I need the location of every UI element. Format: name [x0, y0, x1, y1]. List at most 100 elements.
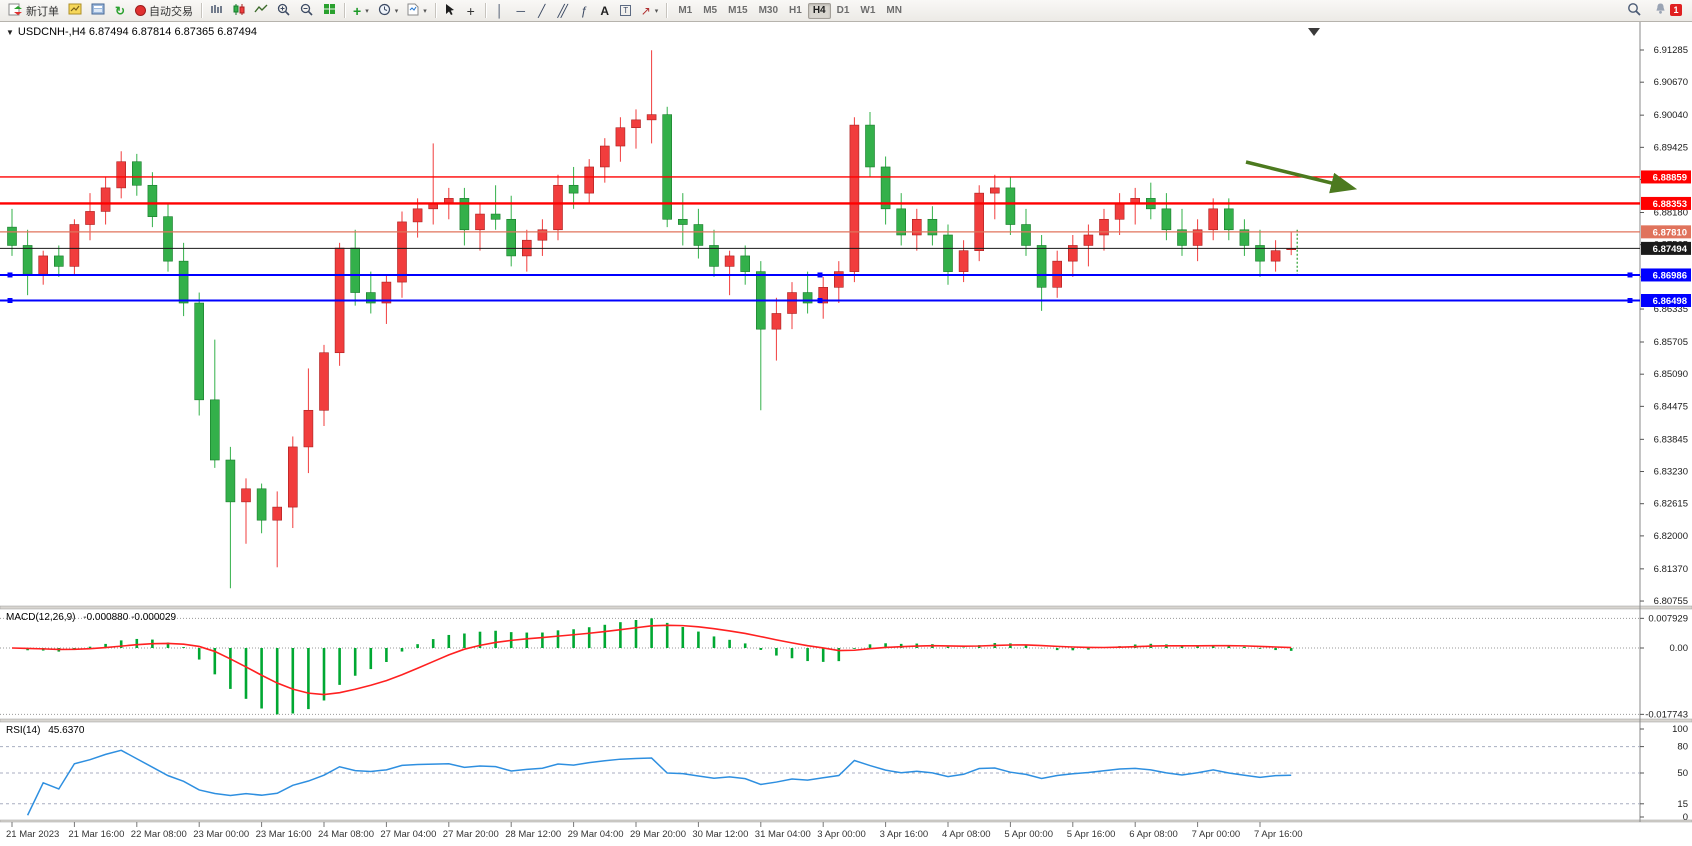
price-axis-label: 6.84475	[1654, 401, 1688, 412]
candle	[210, 339, 220, 468]
main-toolbar: 新订单 ↻ 自动交易 + ▾ ▾ ▾	[0, 0, 1692, 22]
timeframe-m30-button[interactable]: M30	[754, 3, 783, 19]
trend-arrow-annotation[interactable]	[1245, 160, 1358, 194]
price-axis-label: 6.81370	[1654, 564, 1688, 575]
candle	[1192, 219, 1203, 262]
candle	[771, 297, 782, 361]
timeframe-w1-button[interactable]: W1	[855, 3, 880, 19]
alerts-button[interactable]: 1	[1650, 1, 1686, 19]
vertical-line-tool-button[interactable]: │	[490, 2, 510, 20]
cursor-button[interactable]	[440, 2, 460, 20]
candle	[865, 112, 875, 178]
indicators-button[interactable]: + ▾	[349, 2, 373, 20]
candle	[132, 153, 142, 196]
line-handle[interactable]	[817, 272, 823, 278]
chevron-down-icon: ▾	[394, 7, 399, 15]
candle	[974, 185, 985, 262]
price-tag-label: 6.88353	[1653, 199, 1687, 210]
price-axis-label: 6.85705	[1654, 337, 1688, 348]
line-handle[interactable]	[7, 298, 13, 304]
new-chart-button[interactable]	[64, 2, 86, 20]
price-axis-label: 6.86335	[1654, 304, 1688, 315]
candle	[334, 242, 345, 366]
candle	[584, 159, 595, 204]
candle	[194, 292, 204, 416]
price-tag	[1641, 294, 1691, 308]
time-axis-label: 3 Apr 00:00	[817, 829, 866, 840]
price-axis-label: 6.90670	[1654, 77, 1688, 88]
bar-chart-mode-button[interactable]	[206, 2, 227, 20]
channel-icon: ╱╱	[557, 3, 569, 18]
timeframe-m1-button[interactable]: M1	[673, 3, 697, 19]
zoom-in-icon	[277, 3, 291, 19]
price-tag-label: 6.86498	[1653, 296, 1687, 307]
macd-signal-line	[11, 624, 1292, 696]
line-chart-mode-button[interactable]	[250, 2, 272, 20]
chevron-down-icon: ▾	[423, 7, 427, 15]
price-axis-label: 6.82615	[1654, 499, 1688, 510]
candle	[85, 193, 95, 241]
timeframe-d1-button[interactable]: D1	[832, 3, 855, 19]
text-tool-button[interactable]: A	[595, 2, 615, 20]
candlestick-mode-button[interactable]	[228, 2, 249, 20]
panel-divider[interactable]	[0, 819, 1692, 823]
candle	[724, 250, 735, 296]
candle	[1114, 193, 1125, 235]
candle	[178, 242, 189, 317]
notification-badge: 1	[1670, 4, 1682, 16]
tile-windows-button[interactable]	[319, 2, 340, 20]
profiles-button[interactable]	[87, 2, 109, 20]
clock-icon	[378, 3, 391, 19]
chart-canvas[interactable]: 6.912856.906706.900406.894256.888106.881…	[0, 22, 1692, 846]
price-axis-label: 6.91285	[1654, 45, 1688, 56]
timeframe-h4-button[interactable]: H4	[807, 2, 831, 19]
candle	[911, 208, 922, 251]
timeframe-m5-button[interactable]: M5	[698, 3, 722, 19]
arrows-tool-button[interactable]: ↗ ▾	[637, 2, 663, 20]
autotrading-button[interactable]: 自动交易	[131, 2, 197, 20]
rsi-axis-label: 80	[1677, 742, 1688, 753]
panel-divider[interactable]	[0, 605, 1692, 610]
candle	[693, 208, 704, 259]
channel-tool-button[interactable]: ╱╱	[553, 2, 573, 20]
candle	[989, 174, 1000, 220]
time-axis-label: 22 Mar 08:00	[131, 829, 187, 840]
new-order-label: 新订单	[26, 5, 59, 18]
templates-button[interactable]: ▾	[403, 2, 431, 20]
candle	[896, 193, 907, 246]
indicator-plus-icon: +	[353, 2, 362, 19]
periods-button[interactable]: ▾	[374, 2, 403, 20]
trendline-tool-button[interactable]: ╱	[532, 2, 552, 20]
crosshair-button[interactable]: +	[461, 2, 481, 20]
timeframe-h1-button[interactable]: H1	[784, 3, 807, 19]
new-order-button[interactable]: 新订单	[4, 2, 63, 20]
zoom-out-button[interactable]	[296, 2, 318, 20]
chart-shift-marker[interactable]	[1308, 28, 1320, 36]
candle	[521, 229, 532, 272]
line-handle[interactable]	[1627, 272, 1633, 278]
candle	[490, 185, 501, 230]
line-handle[interactable]	[1627, 298, 1633, 304]
tile-windows-icon	[323, 3, 336, 18]
fibonacci-tool-button[interactable]: ƒ	[574, 2, 594, 20]
line-handle[interactable]	[817, 298, 823, 304]
candle	[365, 271, 376, 314]
candle	[1270, 240, 1281, 272]
search-button[interactable]	[1623, 1, 1645, 19]
timeframe-mn-button[interactable]: MN	[881, 3, 907, 19]
refresh-button[interactable]: ↻	[110, 2, 130, 20]
price-tag-label: 6.87810	[1653, 227, 1687, 238]
zoom-in-button[interactable]	[273, 2, 295, 20]
candle	[412, 198, 423, 238]
price-axis-label: 6.89425	[1654, 142, 1688, 153]
candle	[709, 229, 719, 277]
candle	[256, 483, 267, 534]
timeframe-m15-button[interactable]: M15	[723, 3, 752, 19]
line-handle[interactable]	[7, 272, 13, 278]
new-order-icon	[8, 3, 23, 19]
panel-divider[interactable]	[0, 718, 1692, 723]
horizontal-line-tool-button[interactable]: ─	[511, 2, 531, 20]
line-chart-icon	[254, 3, 268, 18]
candle	[553, 174, 563, 241]
label-tool-button[interactable]: T	[616, 2, 636, 20]
